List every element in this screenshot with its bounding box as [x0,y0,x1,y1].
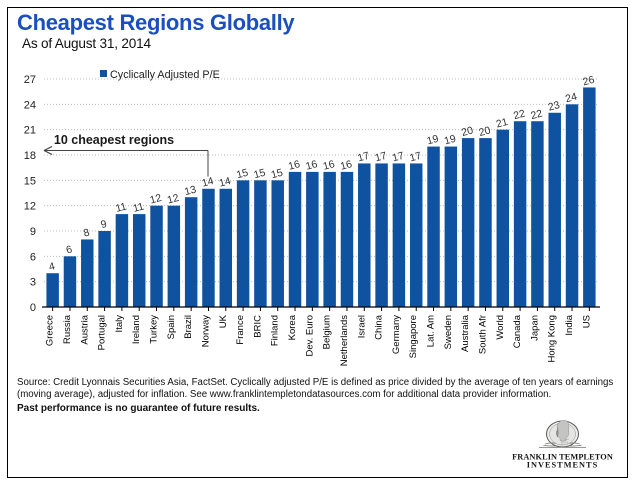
svg-text:INVESTMENTS: INVESTMENTS [527,460,598,469]
